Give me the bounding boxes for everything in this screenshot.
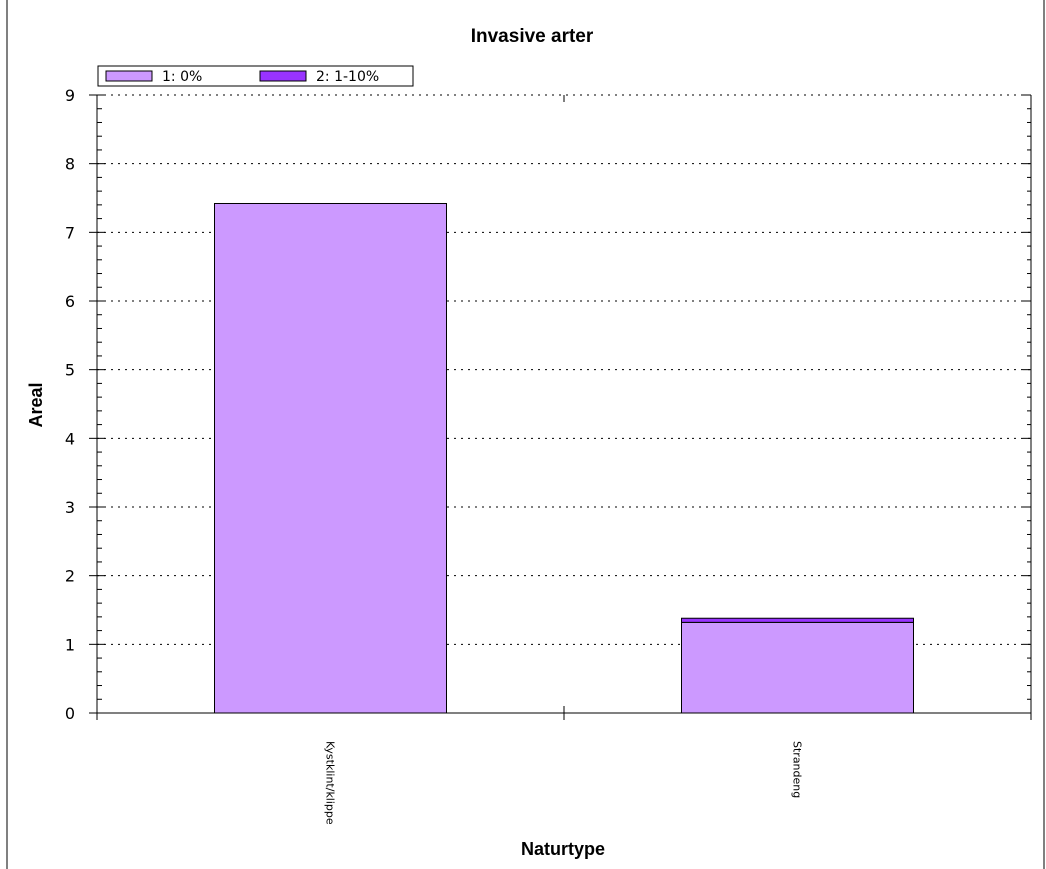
y-axis-ticks: 0 1 2 3 4 5 6 7 8 9 — [65, 86, 1031, 723]
chart-title: Invasive arter — [471, 26, 594, 47]
y-tick-label: 8 — [65, 155, 75, 174]
y-tick-label: 2 — [65, 567, 75, 586]
x-axis-title: Naturtype — [521, 839, 605, 859]
x-axis-categories: Kystklint/klippe Strandeng — [324, 741, 804, 825]
y-tick-label: 6 — [65, 292, 75, 311]
bar-segment — [214, 202, 447, 714]
y-tick-label: 0 — [65, 704, 75, 723]
x-category-label: Strandeng — [791, 741, 804, 798]
y-tick-label: 5 — [65, 361, 75, 380]
y-tick-label: 3 — [65, 498, 75, 517]
legend-label: 2: 1-10% — [316, 69, 379, 85]
legend: 1: 0% 2: 1-10% — [97, 65, 414, 87]
x-category-label: Kystklint/klippe — [324, 741, 337, 825]
y-tick-label: 9 — [65, 86, 75, 105]
legend-label: 1: 0% — [162, 69, 202, 85]
legend-box — [97, 65, 414, 87]
y-axis-title: Areal — [26, 382, 46, 427]
y-tick-label: 4 — [65, 429, 75, 448]
bar-segment — [681, 621, 914, 714]
bars — [214, 202, 914, 714]
legend-swatch — [105, 70, 153, 82]
bar-segment — [681, 617, 914, 623]
y-tick-label: 7 — [65, 223, 75, 242]
axes — [96, 95, 1032, 720]
legend-swatch — [259, 70, 307, 82]
y-tick-label: 1 — [65, 635, 75, 654]
